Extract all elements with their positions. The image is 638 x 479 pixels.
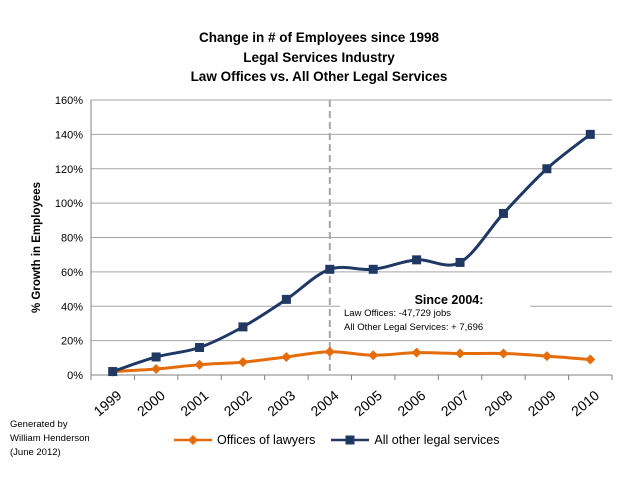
series-line-lawyers: [112, 350, 591, 374]
y-tick-label: 120%: [55, 164, 83, 176]
data-point-other-2000: [151, 352, 161, 362]
x-tick-label: 2010: [568, 387, 602, 419]
credit-line-1: Generated by: [10, 419, 68, 430]
data-point-other-2010: [585, 129, 595, 139]
data-point-lawyers-2003: [281, 351, 292, 362]
annotation-box: Since 2004: Law Offices: -47,729 jobs Al…: [340, 293, 530, 335]
y-tick-label: 100%: [55, 198, 83, 210]
x-tick-label: 1999: [90, 387, 124, 419]
y-tick-label: 160%: [55, 95, 83, 107]
data-point-lawyers-2005: [368, 350, 379, 361]
credit-line-2: William Henderson: [10, 433, 90, 444]
legend-entry-other: All other legal services: [329, 433, 499, 447]
x-tick-label: 2001: [177, 387, 211, 419]
annotation-line-law-offices: Law Offices: -47,729 jobs: [344, 308, 452, 319]
data-point-lawyers-2001: [194, 359, 205, 370]
y-tick-label: 0%: [67, 370, 83, 382]
x-tick-label: 2002: [221, 387, 255, 419]
chart-title-line-1: Change in # of Employees since 1998: [198, 30, 440, 45]
x-tick-label: 2007: [438, 387, 472, 419]
data-point-lawyers-2009: [541, 351, 552, 362]
x-tick-label: 2006: [394, 387, 428, 419]
data-point-other-2006: [412, 255, 422, 265]
data-point-other-2002: [238, 322, 248, 332]
data-point-other-2001: [195, 343, 205, 352]
chart-title-line-2: Legal Services Industry: [243, 50, 395, 65]
x-tick-label: 2008: [481, 387, 515, 419]
data-point-lawyers-2004: [324, 346, 335, 357]
data-point-other-2008: [498, 208, 508, 218]
annotation-title: Since 2004:: [414, 293, 484, 307]
data-point-lawyers-2000: [151, 363, 162, 374]
y-axis-title: % Growth in Employees: [31, 182, 43, 313]
legend-label-lawyers: Offices of lawyers: [217, 433, 316, 447]
y-tick-label: 60%: [61, 267, 83, 279]
y-tick-label: 20%: [61, 336, 83, 348]
x-tick-label: 2009: [525, 387, 559, 419]
data-point-other-2004: [325, 264, 335, 274]
legend: Offices of lawyers All other legal servi…: [172, 433, 513, 447]
credit-note: Generated by William Henderson (June 201…: [10, 418, 90, 460]
credit-line-3: (June 2012): [10, 447, 61, 458]
legend-label-other: All other legal services: [374, 433, 500, 447]
y-tick-label: 40%: [61, 301, 83, 313]
series-line-other: [112, 133, 592, 373]
y-tick-label: 80%: [61, 233, 83, 245]
annotation-line-other-services: All Other Legal Services: + 7,696: [344, 322, 484, 333]
x-tick-label: 2005: [351, 387, 385, 419]
data-point-lawyers-2010: [585, 354, 596, 365]
x-tick-label: 2004: [308, 387, 342, 419]
data-point-lawyers-2007: [455, 348, 466, 359]
data-point-lawyers-2002: [237, 357, 248, 368]
y-tick-label: 140%: [55, 129, 83, 141]
data-point-other-2007: [455, 257, 465, 267]
data-point-other-2005: [368, 264, 378, 274]
x-tick-label: 2003: [264, 387, 298, 419]
x-tick-label: 2000: [134, 387, 168, 419]
chart-title-line-3: Law Offices vs. All Other Legal Services: [190, 69, 448, 84]
data-point-other-1999: [108, 367, 118, 377]
data-point-lawyers-2006: [411, 347, 422, 358]
data-point-other-2003: [281, 294, 291, 304]
data-point-lawyers-2008: [498, 348, 509, 359]
legend-marker-diamond-icon: [174, 435, 212, 445]
data-point-other-2009: [542, 164, 552, 174]
legend-marker-square-icon: [331, 435, 370, 445]
legend-entry-lawyers: Offices of lawyers: [172, 433, 315, 447]
